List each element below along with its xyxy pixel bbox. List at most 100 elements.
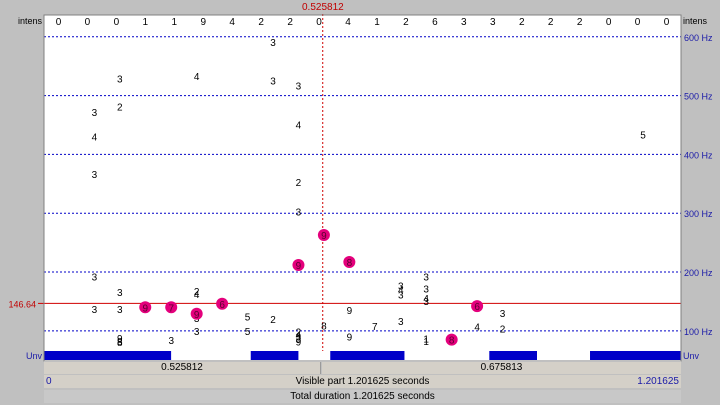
- pitch-candidate: 9: [347, 306, 353, 317]
- pitch-candidate: 4: [296, 120, 302, 131]
- pitch-candidate: 3: [423, 273, 429, 284]
- pitch-path-point[interactable]: [445, 333, 458, 346]
- voiced-segment[interactable]: [330, 351, 405, 360]
- voiced-segment[interactable]: [590, 351, 681, 360]
- pitch-candidate: 3: [92, 273, 98, 284]
- frequency-tick-label: 100 Hz: [684, 327, 713, 337]
- pitch-candidate: 3: [117, 288, 123, 299]
- pitch-candidate: 9: [296, 337, 302, 348]
- intensity-digit: 2: [258, 17, 264, 28]
- visible-part-bar[interactable]: Visible part 1.201625 seconds 0 1.201625: [44, 375, 681, 388]
- pitch-path-point[interactable]: [216, 297, 229, 310]
- selection-bar[interactable]: 0.525812 0.675813: [44, 362, 681, 374]
- pitch-candidate: 3: [194, 327, 200, 338]
- intensity-digit: 4: [229, 17, 235, 28]
- pitch-path-strength: 8: [449, 336, 455, 347]
- pitch-path-point[interactable]: [471, 300, 484, 313]
- selection-right-label: 0.675813: [480, 362, 523, 373]
- pitch-analysis-panel[interactable]: 600 Hz 500 Hz 400 Hz 300 Hz 200 Hz 100 Hz inte…: [0, 0, 720, 362]
- unvoiced-segment[interactable]: [298, 351, 323, 360]
- pitch-candidate: 9: [117, 334, 123, 345]
- pitch-candidate: 4: [194, 290, 200, 301]
- pitch-path-point[interactable]: [292, 258, 305, 271]
- unvoiced-label-right: Unv: [683, 351, 700, 361]
- pitch-candidate: 3: [168, 336, 174, 347]
- pitch-path-strength: 8: [347, 258, 353, 269]
- pitch-path-strength: 9: [321, 231, 327, 242]
- intensity-digit: 0: [606, 17, 612, 28]
- voiced-segment[interactable]: [489, 351, 538, 360]
- voiced-segment[interactable]: [250, 351, 299, 360]
- intensity-digit: 2: [519, 17, 525, 28]
- intensity-digit: 2: [548, 17, 554, 28]
- pitch-cursor-label: 146.64: [8, 299, 36, 309]
- pitch-candidate: 3: [398, 290, 404, 301]
- plot-area[interactable]: [44, 15, 681, 362]
- intensity-digit: 0: [114, 17, 120, 28]
- intensity-digit: 1: [374, 17, 380, 28]
- cursor-time-label: 0.525812: [302, 2, 344, 13]
- selection-left-segment[interactable]: 0.525812: [44, 362, 321, 374]
- pitch-candidate: 3: [117, 305, 123, 316]
- selection-left-label: 0.525812: [161, 362, 203, 373]
- intensity-digit: 0: [316, 17, 322, 28]
- voiced-segment[interactable]: [44, 351, 172, 360]
- pitch-candidate: 7: [372, 322, 378, 333]
- total-duration-label: Total duration 1.201625 seconds: [290, 391, 435, 402]
- intensity-axis-label-right: intens: [683, 16, 708, 26]
- intensity-digit: 4: [345, 17, 351, 28]
- pitch-path-point[interactable]: [139, 301, 152, 314]
- intensity-digit: 0: [56, 17, 62, 28]
- unvoiced-segment[interactable]: [537, 351, 591, 360]
- intensity-digit: 1: [172, 17, 178, 28]
- selection-right-segment[interactable]: 0.675813: [322, 362, 681, 374]
- pitch-candidate: 3: [92, 108, 98, 119]
- visible-part-label: Visible part 1.201625 seconds: [295, 376, 430, 387]
- pitch-candidate: 2: [296, 327, 302, 338]
- intensity-digit: 2: [577, 17, 583, 28]
- pitch-candidate: 2: [117, 103, 123, 114]
- pitch-path-strength: 7: [168, 303, 174, 314]
- pitch-candidate: 4: [194, 72, 200, 83]
- intensity-digit: 9: [200, 17, 206, 28]
- pitch-candidate: 8: [321, 322, 327, 333]
- intensity-axis-label-left: intens: [18, 16, 43, 26]
- pitch-candidate: 3: [423, 297, 429, 308]
- pitch-candidate: 9: [347, 333, 353, 344]
- intensity-digit: 3: [490, 17, 496, 28]
- pitch-candidate: 3: [92, 170, 98, 181]
- pitch-candidate: 4: [296, 330, 302, 341]
- pitch-candidate: 4: [92, 133, 98, 144]
- pitch-candidate: 3: [398, 282, 404, 293]
- intensity-digit: 2: [287, 17, 293, 28]
- pitch-candidate: 3: [398, 317, 404, 328]
- pitch-path-point[interactable]: [317, 228, 330, 241]
- unvoiced-segment[interactable]: [404, 351, 490, 360]
- pitch-path-point[interactable]: [165, 301, 178, 314]
- pitch-path-point[interactable]: [190, 307, 203, 320]
- intensity-digit: 0: [85, 17, 91, 28]
- pitch-path-strength: 6: [474, 302, 480, 313]
- pitch-candidate: 8: [117, 337, 123, 348]
- pitch-path-strength: 9: [296, 261, 302, 272]
- pitch-candidate: 4: [474, 323, 480, 334]
- pitch-candidate: 5: [640, 130, 646, 141]
- pitch-path-strength: 6: [219, 300, 225, 311]
- frequency-tick-label: 600 Hz: [684, 33, 713, 43]
- pitch-candidate: 2: [270, 315, 276, 326]
- pitch-path-strength: 9: [194, 310, 200, 321]
- intensity-digit: 0: [635, 17, 641, 28]
- pitch-candidate: 3: [270, 38, 276, 49]
- pitch-path-point[interactable]: [343, 256, 356, 269]
- pitch-candidate: 3: [296, 82, 302, 93]
- pitch-candidate: 4: [398, 286, 404, 297]
- plot-border: [43, 14, 682, 362]
- frequency-tick-label: 200 Hz: [684, 268, 713, 278]
- intensity-digit: 3: [461, 17, 467, 28]
- pitch-candidate: 1: [423, 337, 429, 348]
- pitch-candidate: 3: [423, 284, 429, 295]
- unvoiced-segment[interactable]: [171, 351, 251, 360]
- pitch-path-strength: 9: [142, 303, 148, 314]
- frequency-tick-label: 400 Hz: [684, 150, 713, 160]
- total-duration-bar[interactable]: Total duration 1.201625 seconds: [44, 390, 681, 403]
